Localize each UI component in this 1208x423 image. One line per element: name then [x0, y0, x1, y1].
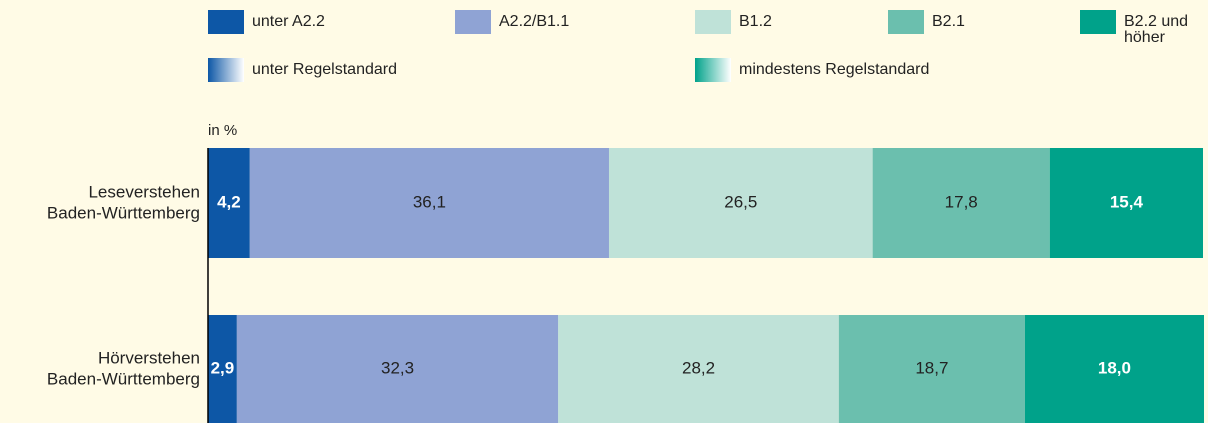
category-label: Leseverstehen — [88, 182, 200, 201]
value-label: 17,8 — [945, 192, 978, 211]
legend-item: B2.2 und höher — [1080, 10, 1205, 46]
unit-label: in % — [208, 122, 237, 139]
legend-group: mindestens Regelstandard — [695, 58, 1095, 82]
value-label: 2,9 — [211, 358, 235, 377]
legend-swatch — [208, 58, 244, 82]
bar-segment — [608, 148, 873, 258]
legend-swatch — [695, 58, 731, 82]
legend-item: B2.1 — [888, 10, 1118, 34]
value-label: 4,2 — [217, 192, 241, 211]
legend-item: B1.2 — [695, 10, 925, 34]
value-label: 28,2 — [682, 358, 715, 377]
legend-item: A2.2/B1.1 — [455, 10, 685, 34]
legend-swatch — [888, 10, 924, 34]
legend-item: unter A2.2 — [208, 10, 438, 34]
value-label: 18,7 — [915, 358, 948, 377]
value-label: 15,4 — [1110, 192, 1144, 211]
legend-swatch — [1080, 10, 1116, 34]
legend-label: B2.1 — [932, 13, 965, 30]
legend-label: mindestens Regelstandard — [739, 61, 930, 78]
bar-segment — [1049, 148, 1203, 258]
value-label: 36,1 — [413, 192, 446, 211]
bar-segment — [872, 148, 1050, 258]
bar-segment — [1024, 315, 1204, 423]
bar-segment — [249, 148, 609, 258]
category-label: Hörverstehen — [98, 348, 200, 367]
category-label: Baden-Württemberg — [47, 369, 200, 388]
category-label: Baden-Württemberg — [47, 203, 200, 222]
legend-label: B2.2 und höher — [1124, 13, 1189, 46]
bar-segment — [208, 148, 250, 258]
legend-label: A2.2/B1.1 — [499, 13, 570, 30]
bar-segment — [558, 315, 839, 423]
legend-swatch — [455, 10, 491, 34]
bar-segment — [208, 315, 237, 423]
legend-label: unter Regelstandard — [252, 61, 397, 78]
value-label: 32,3 — [381, 358, 414, 377]
bar-segment — [236, 315, 559, 423]
legend-swatch — [208, 10, 244, 34]
legend-label: unter A2.2 — [252, 13, 325, 30]
legend-label: B1.2 — [739, 13, 772, 30]
bar-segment — [838, 315, 1025, 423]
legend-swatch — [695, 10, 731, 34]
legend-group: unter Regelstandard — [208, 58, 608, 82]
value-label: 18,0 — [1098, 358, 1131, 377]
value-label: 26,5 — [724, 192, 757, 211]
